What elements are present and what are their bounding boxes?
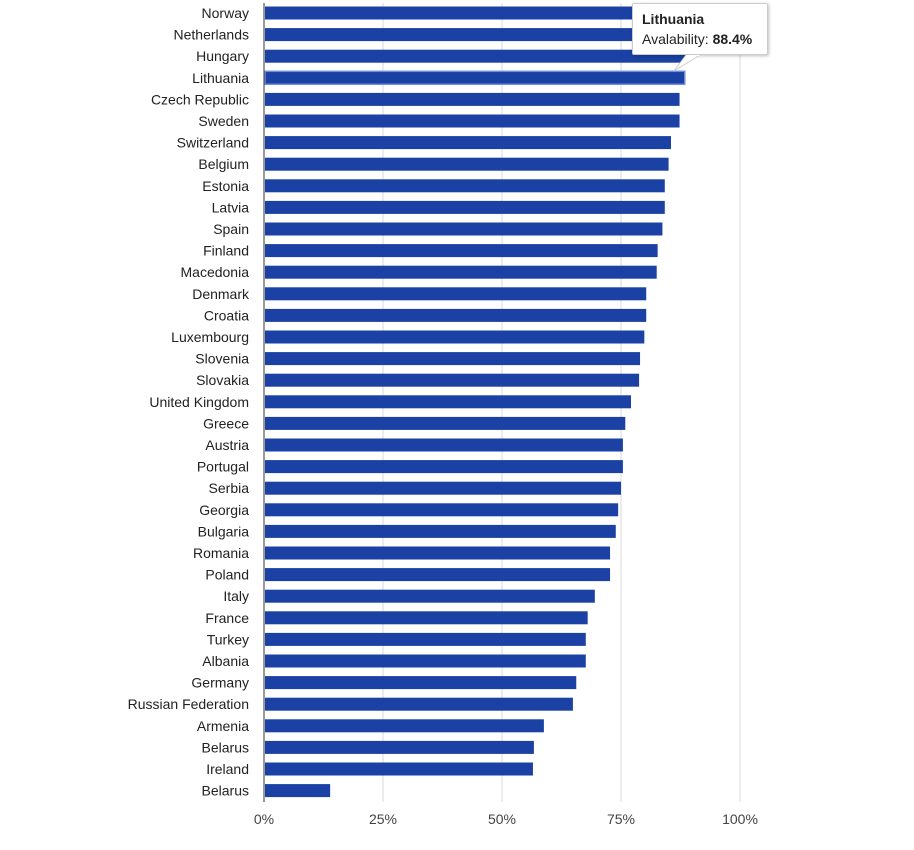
- category-label: Denmark: [192, 286, 250, 302]
- category-label: France: [205, 610, 249, 626]
- category-label: Slovenia: [195, 351, 249, 367]
- bar[interactable]: [264, 70, 686, 86]
- bar[interactable]: [265, 611, 588, 625]
- tooltip-value: 88.4%: [712, 31, 753, 47]
- tooltip-title: Lithuania: [642, 11, 705, 27]
- category-labels: Norway Netherlands Hungary Lithuania Czech R…: [128, 5, 250, 799]
- bar[interactable]: [265, 373, 640, 387]
- category-label: Estonia: [202, 178, 249, 194]
- bar[interactable]: [265, 546, 611, 560]
- category-label: Luxembourg: [171, 329, 249, 345]
- bar[interactable]: [265, 503, 619, 517]
- x-tick-label: 25%: [369, 811, 397, 827]
- bar[interactable]: [265, 330, 645, 344]
- category-label: Switzerland: [177, 135, 249, 151]
- tooltip-label: Avalability:: [642, 31, 709, 47]
- bar[interactable]: [265, 28, 690, 42]
- category-label: Norway: [202, 5, 249, 21]
- x-tick-label: 0%: [254, 811, 274, 827]
- bar[interactable]: [265, 719, 544, 733]
- category-label: Portugal: [197, 459, 249, 475]
- bar[interactable]: [265, 49, 688, 63]
- category-label: Serbia: [209, 480, 250, 496]
- category-label: Finland: [203, 243, 249, 259]
- category-label: Armenia: [197, 718, 249, 734]
- category-label: Germany: [191, 675, 249, 691]
- bar[interactable]: [265, 460, 623, 474]
- x-axis-ticks: 0% 25% 50% 75% 100%: [254, 811, 758, 827]
- category-label: Austria: [205, 437, 249, 453]
- bar[interactable]: [265, 568, 611, 582]
- bar[interactable]: [265, 352, 641, 366]
- bar[interactable]: [265, 92, 680, 106]
- x-tick-label: 50%: [488, 811, 516, 827]
- category-label: Latvia: [212, 199, 250, 215]
- bar[interactable]: [265, 589, 595, 603]
- category-label: Belgium: [198, 156, 249, 172]
- category-label: Greece: [203, 415, 249, 431]
- bar[interactable]: [265, 416, 626, 430]
- bar[interactable]: [265, 524, 616, 538]
- x-tick-label: 100%: [722, 811, 758, 827]
- category-label: Czech Republic: [151, 91, 249, 107]
- bar[interactable]: [265, 287, 647, 301]
- category-label: Russian Federation: [128, 696, 249, 712]
- category-label: Bulgaria: [198, 523, 250, 539]
- bar[interactable]: [265, 200, 665, 214]
- bar[interactable]: [265, 740, 534, 754]
- category-label: Croatia: [204, 307, 249, 323]
- bar[interactable]: [265, 6, 691, 20]
- category-label: United Kingdom: [149, 394, 249, 410]
- bar[interactable]: [265, 265, 657, 279]
- category-label: Sweden: [198, 113, 249, 129]
- category-label: Poland: [205, 567, 249, 583]
- bar[interactable]: [265, 481, 621, 495]
- category-label: Georgia: [199, 502, 249, 518]
- bar[interactable]: [265, 157, 669, 171]
- category-label: Italy: [223, 588, 249, 604]
- category-label: Hungary: [196, 48, 249, 64]
- category-label: Slovakia: [196, 372, 249, 388]
- category-label: Turkey: [207, 631, 249, 647]
- bar[interactable]: [265, 654, 586, 668]
- category-label: Belarus: [202, 739, 249, 755]
- category-label: Macedonia: [181, 264, 250, 280]
- category-label: Ireland: [206, 761, 249, 777]
- bar[interactable]: [265, 395, 631, 409]
- bar[interactable]: [265, 136, 671, 150]
- bar[interactable]: [265, 697, 573, 711]
- category-label: Spain: [213, 221, 249, 237]
- bar[interactable]: [265, 784, 331, 798]
- bar[interactable]: [265, 114, 680, 128]
- category-label: Netherlands: [174, 27, 250, 43]
- category-label: Lithuania: [192, 70, 249, 86]
- category-label: Romania: [193, 545, 249, 561]
- bar[interactable]: [265, 762, 533, 776]
- bar[interactable]: [265, 676, 577, 690]
- bar[interactable]: [265, 179, 665, 193]
- category-label: Albania: [202, 653, 249, 669]
- bar[interactable]: [265, 222, 663, 236]
- tooltip-pointer: [673, 55, 701, 72]
- tooltip: Lithuania Avalability: 88.4%: [632, 3, 768, 55]
- bar[interactable]: [265, 632, 586, 646]
- bar[interactable]: [265, 308, 647, 322]
- x-tick-label: 75%: [607, 811, 635, 827]
- bar[interactable]: [265, 244, 658, 258]
- bar[interactable]: [265, 438, 623, 452]
- category-label: Belarus: [202, 783, 249, 799]
- bars: [264, 6, 691, 798]
